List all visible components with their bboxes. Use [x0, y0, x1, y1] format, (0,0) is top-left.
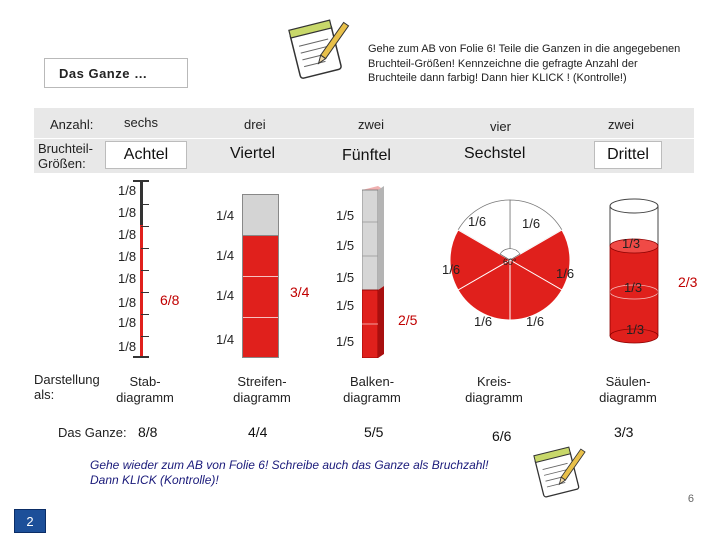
ganze-drittel: 3/3 — [614, 424, 634, 440]
anzahl-sechstel: vier — [490, 119, 511, 134]
stab-tick — [141, 248, 149, 249]
kreis-label: 1/6 — [556, 266, 575, 281]
ganze-fuenftel: 5/5 — [364, 424, 384, 440]
kreis-pie — [448, 198, 572, 327]
page-title: Das Ganze … — [44, 58, 188, 88]
darstellung-saeule: Säulen-diagramm — [599, 374, 657, 405]
streifen-part-filled — [243, 277, 278, 318]
stab-bar — [140, 181, 143, 357]
slide-button[interactable]: 2 — [14, 509, 46, 533]
ganze-sechstel: 6/6 — [492, 428, 512, 444]
anzahl-drittel: zwei — [608, 117, 635, 132]
stab-cap-top — [133, 180, 149, 182]
groesse-sechstel: Sechstel — [464, 145, 526, 162]
balken-bar — [361, 186, 384, 359]
saeule-cylinder — [604, 196, 664, 351]
stab-label: 1/8 — [118, 271, 137, 286]
darstellung-kreis: Kreis-diagramm — [465, 374, 523, 405]
streifen-label: 1/4 — [216, 208, 235, 223]
streifen-strip — [242, 194, 279, 358]
stab-bar-empty — [140, 181, 143, 225]
streifen-label: 1/4 — [216, 288, 235, 303]
groessen-label: Bruchteil-Größen: — [38, 141, 93, 171]
kreis-label: 1/6 — [522, 216, 541, 231]
stab-label: 1/8 — [118, 183, 137, 198]
groesse-fuenftel: Fünftel — [342, 147, 391, 164]
anzahl-fuenftel: zwei — [358, 117, 385, 132]
stab-tick — [141, 226, 149, 227]
notepad-icon[interactable] — [528, 442, 588, 500]
saeule-label: 1/3 — [624, 280, 643, 295]
balken-label: 1/5 — [336, 298, 355, 313]
stab-cap-bottom — [133, 356, 149, 358]
balken-label: 1/5 — [336, 270, 355, 285]
stab-tick — [141, 314, 149, 315]
saeule-label: 1/3 — [626, 322, 645, 337]
saeule-label: 1/3 — [622, 236, 641, 251]
groesse-viertel: Viertel — [230, 145, 276, 162]
balken-result: 2/5 — [398, 312, 418, 328]
streifen-label: 1/4 — [216, 248, 235, 263]
kreis-label: 1/6 — [442, 262, 461, 277]
footer-instruction: Gehe wieder zum AB von Folie 6! Schreibe… — [90, 458, 489, 487]
stab-label: 1/8 — [118, 315, 137, 330]
stab-tick — [141, 292, 149, 293]
kreis-label: 1/6 — [468, 214, 487, 229]
ganze-viertel: 4/4 — [248, 424, 268, 440]
stab-tick — [141, 204, 149, 205]
streifen-label: 1/4 — [216, 332, 235, 347]
stab-label: 1/8 — [118, 227, 137, 242]
stab-result: 6/8 — [160, 292, 180, 308]
stab-label: 1/8 — [118, 339, 137, 354]
saeule-result: 2/3 — [678, 274, 698, 290]
stab-tick — [141, 336, 149, 337]
kreis-label: 1/6 — [526, 314, 545, 329]
streifen-part-filled — [243, 236, 278, 277]
stab-label: 1/8 — [118, 295, 137, 310]
balken-label: 1/5 — [336, 238, 355, 253]
anzahl-achtel: sechs — [124, 115, 158, 130]
groesse-drittel: Drittel — [594, 141, 662, 169]
balken-label: 1/5 — [336, 208, 355, 223]
streifen-result: 3/4 — [290, 284, 310, 300]
ganze-achtel: 8/8 — [138, 424, 158, 440]
notepad-icon[interactable] — [282, 16, 352, 80]
page-number: 6 — [687, 493, 694, 505]
instruction-text: Gehe zum AB von Folie 6! Teile die Ganze… — [368, 43, 681, 84]
darstellung-stab: Stab-diagramm — [116, 374, 174, 405]
anzahl-viertel: drei — [244, 117, 266, 132]
kreis-angle: 60° — [503, 257, 517, 267]
darstellung-balken: Balken-diagramm — [343, 374, 401, 405]
anzahl-row-band — [34, 108, 694, 138]
darstellung-streifen: Streifen-diagramm — [233, 374, 291, 405]
anzahl-label: Anzahl: — [50, 117, 94, 132]
balken-label: 1/5 — [336, 334, 355, 349]
ganze-label: Das Ganze: — [58, 425, 127, 440]
streifen-part-empty — [243, 195, 278, 236]
streifen-part-filled — [243, 318, 278, 357]
stab-tick — [141, 270, 149, 271]
stab-label: 1/8 — [118, 205, 137, 220]
kreis-label: 1/6 — [474, 314, 493, 329]
darstellung-label: Darstellung als: — [34, 372, 100, 402]
groesse-achtel: Achtel — [105, 141, 187, 169]
stab-label: 1/8 — [118, 249, 137, 264]
